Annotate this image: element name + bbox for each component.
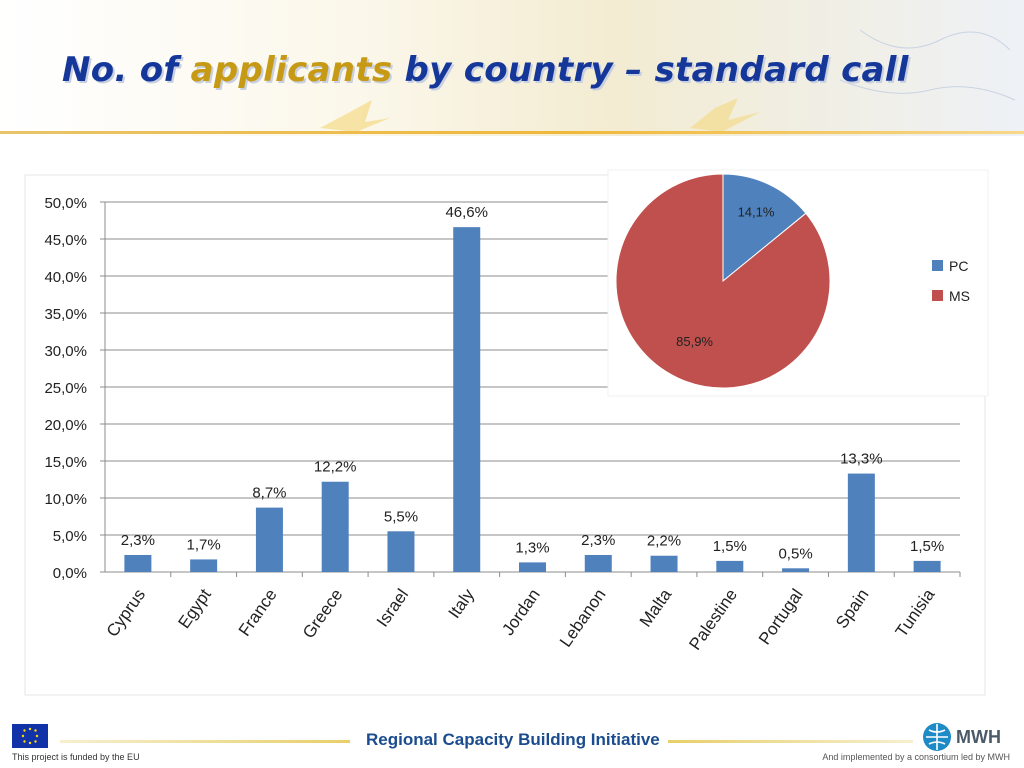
footer-line-right <box>668 740 913 743</box>
title-text-2: by country – standard call <box>392 50 909 90</box>
pie-label: 85,9% <box>676 334 713 349</box>
data-label: 46,6% <box>445 204 488 221</box>
data-label: 1,5% <box>713 538 747 555</box>
y-tick-label: 15,0% <box>44 454 87 471</box>
y-tick-label: 10,0% <box>44 491 87 508</box>
data-label: 2,3% <box>121 532 155 549</box>
data-label: 2,2% <box>647 533 681 550</box>
header-decoration <box>320 29 1016 132</box>
data-label: 13,3% <box>840 451 883 468</box>
mwh-globe-icon <box>922 722 952 752</box>
pie-slice-ms <box>615 173 831 389</box>
chart-svg: 0,0% 5,0% 10,0% 15,0% 20,0% 25,0% 30,0% 35,0% 40… <box>24 169 989 696</box>
bar-israel <box>387 531 415 572</box>
header-rule <box>0 131 1024 134</box>
y-tick-label: 25,0% <box>44 380 87 397</box>
title-text-1: No. of <box>62 50 191 90</box>
footer-title: Regional Capacity Building Initiative <box>366 730 660 749</box>
data-label: 5,5% <box>384 508 418 525</box>
bar-cyprus <box>124 554 152 572</box>
data-label: 1,3% <box>515 539 549 556</box>
y-tick-label: 50,0% <box>44 195 87 212</box>
data-label: 1,5% <box>910 538 944 555</box>
data-label: 1,7% <box>187 536 221 553</box>
footer: Regional Capacity Building Initiative MW… <box>0 718 1024 768</box>
bar-egypt <box>190 559 218 572</box>
eu-flag-icon <box>12 724 48 748</box>
pie-label: 14,1% <box>738 204 775 219</box>
bar-greece <box>321 481 349 572</box>
legend-swatch-pc <box>932 260 943 271</box>
mwh-logo-text: MWH <box>956 727 1001 747</box>
page-title: No. of applicants by country – standard … <box>62 50 909 90</box>
bar-spain <box>847 473 875 572</box>
y-tick-label: 30,0% <box>44 343 87 360</box>
y-tick-label: 40,0% <box>44 269 87 286</box>
legend-label: MS <box>949 288 970 304</box>
bar-france <box>255 507 283 572</box>
y-tick-label: 45,0% <box>44 232 87 249</box>
bar-jordan <box>519 562 546 572</box>
legend-swatch-ms <box>932 290 943 301</box>
legend-label: PC <box>949 258 968 274</box>
footer-line-left <box>60 740 350 743</box>
footer-consortium-note: And implemented by a consortium led by M… <box>822 752 1010 762</box>
bar-malta <box>650 555 678 572</box>
header-band <box>0 0 1024 136</box>
bar-italy <box>453 227 481 572</box>
footer-funding-note: This project is funded by the EU <box>12 752 140 762</box>
y-tick-label: 20,0% <box>44 417 87 434</box>
bar-lebanon <box>584 554 612 572</box>
chart-area: 0,0% 5,0% 10,0% 15,0% 20,0% 25,0% 30,0% 35,0% 40… <box>0 140 1024 700</box>
data-label: 8,7% <box>252 485 286 502</box>
bar-tunisia <box>913 560 941 572</box>
pie-slice-pc <box>722 173 807 283</box>
data-label: 2,3% <box>581 532 615 549</box>
y-tick-label: 0,0% <box>53 565 87 582</box>
y-tick-label: 5,0% <box>53 528 87 545</box>
bar-palestine <box>716 560 744 572</box>
data-label: 12,2% <box>314 459 357 476</box>
bar-portugal <box>782 568 810 572</box>
y-tick-label: 35,0% <box>44 306 87 323</box>
data-label: 0,5% <box>778 545 812 562</box>
title-highlight: applicants <box>190 50 393 90</box>
